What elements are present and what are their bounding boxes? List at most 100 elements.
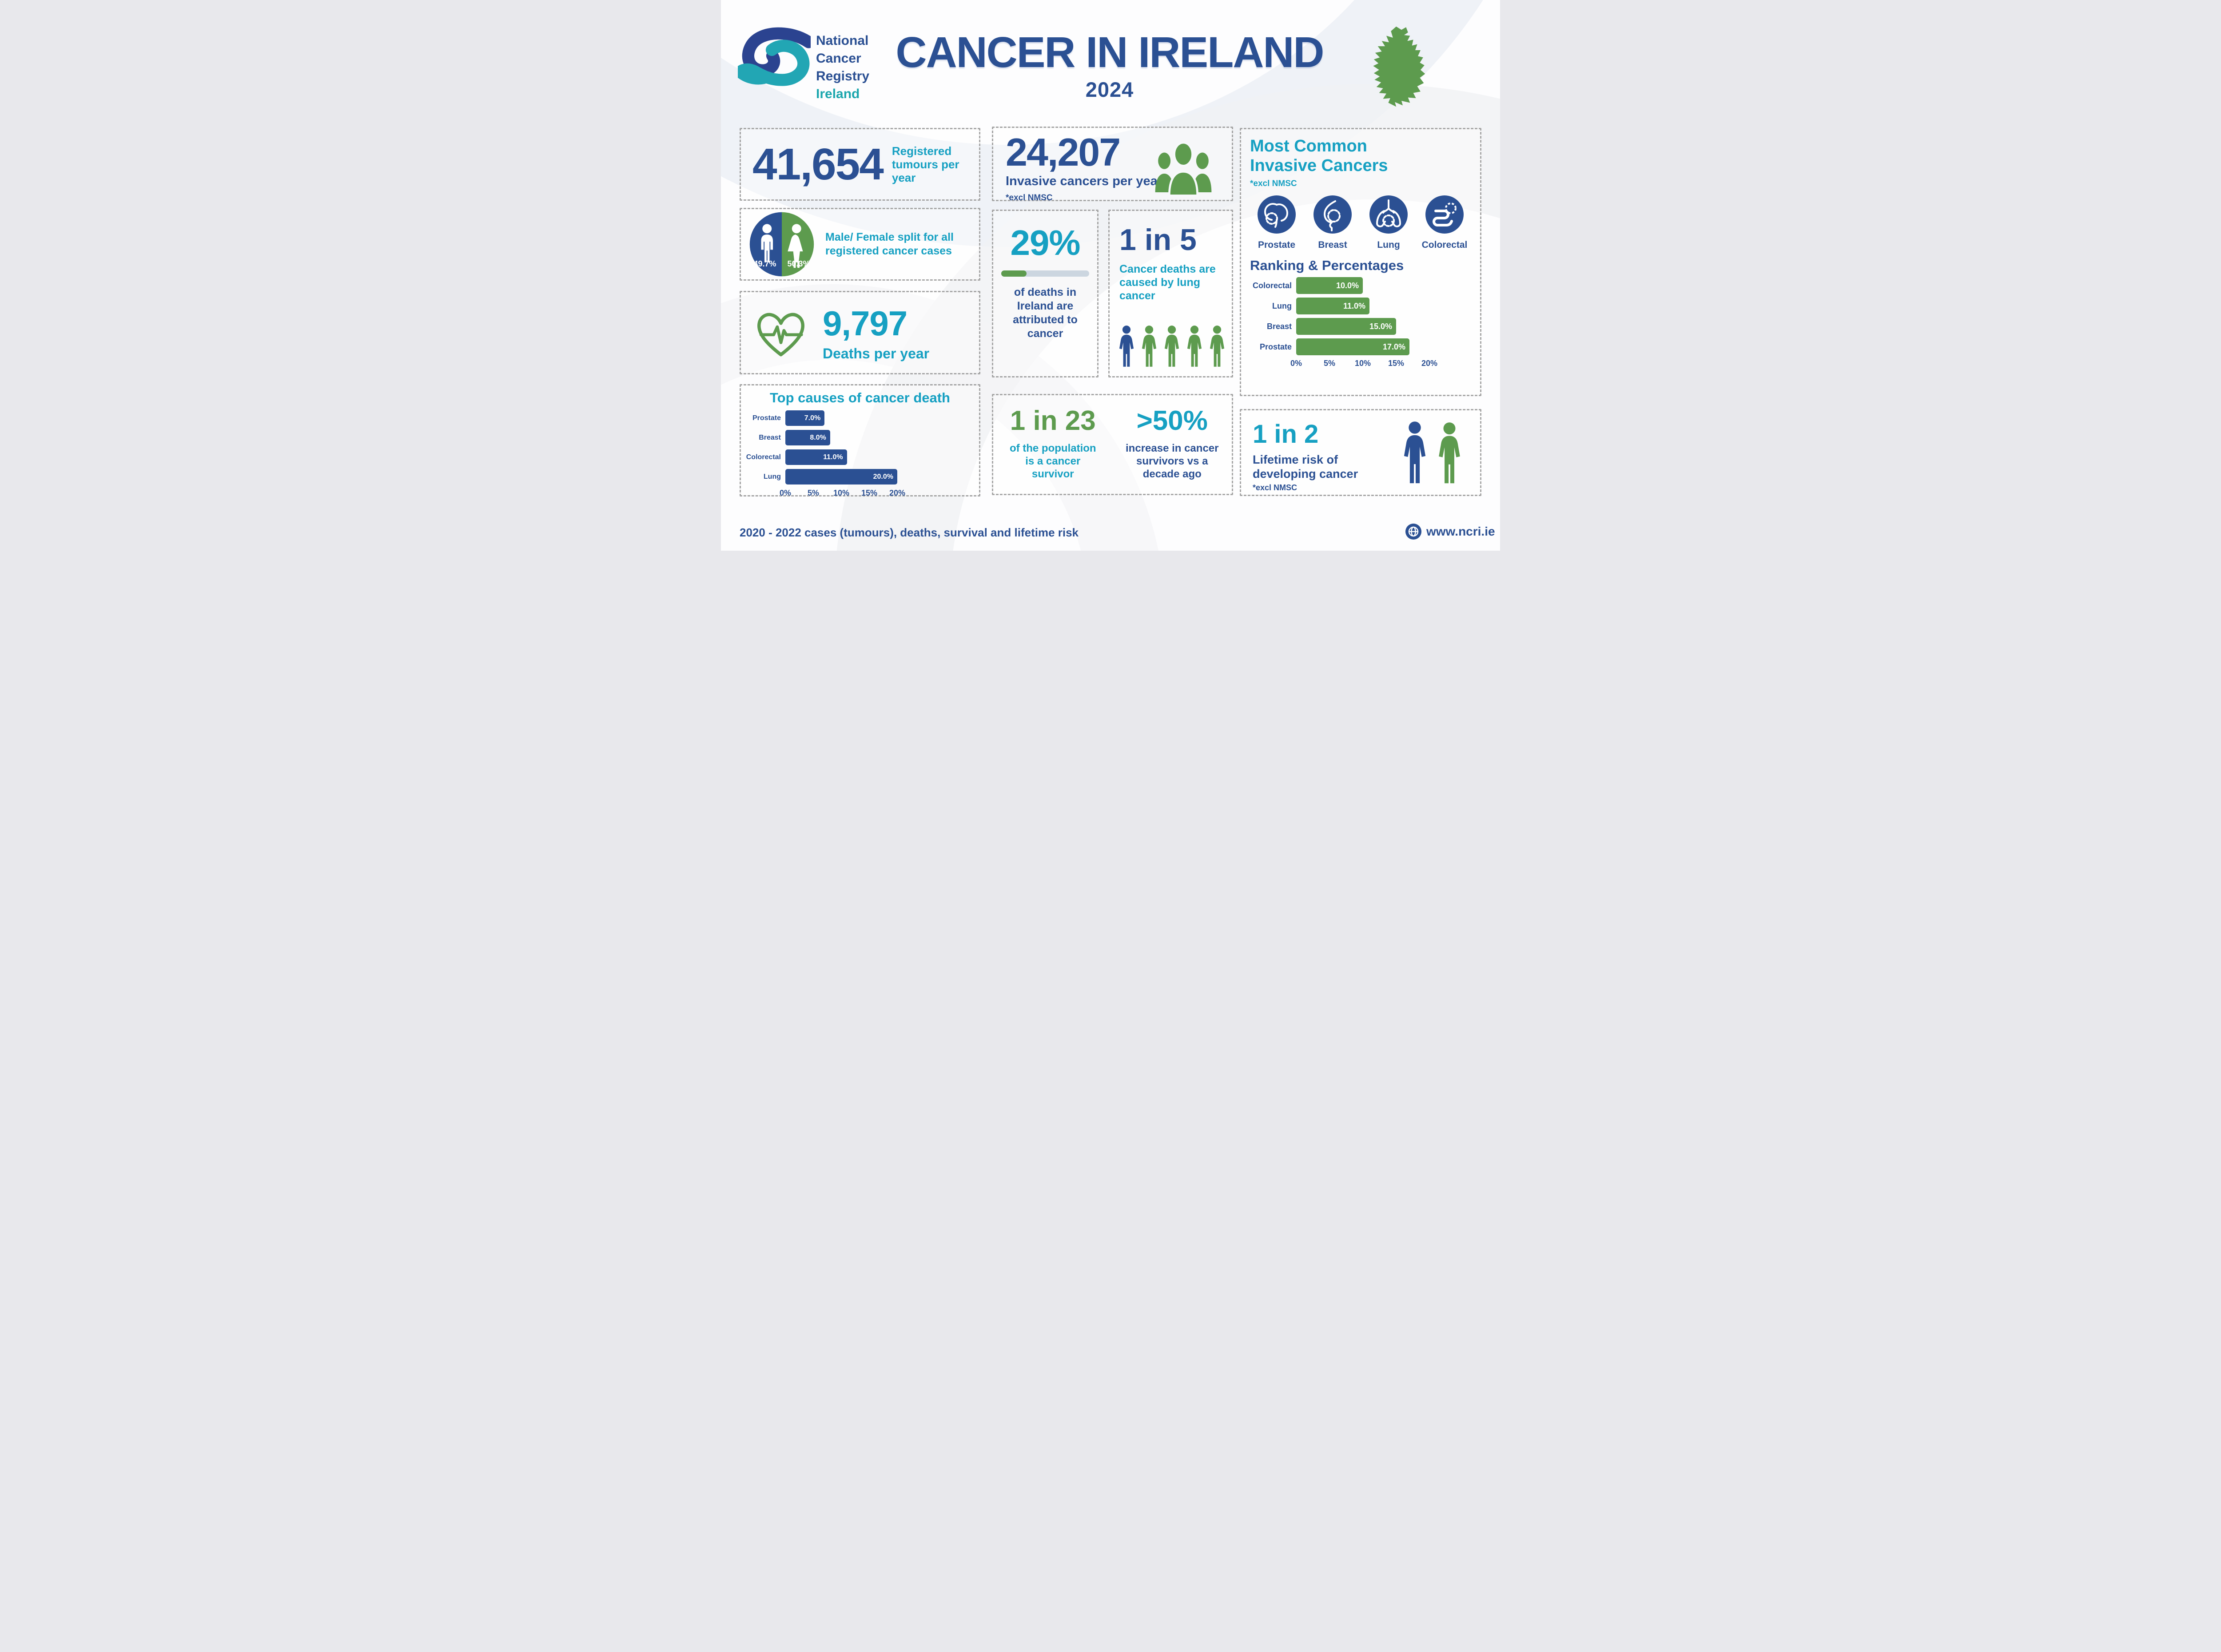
- chart-x-tick: 10%: [1354, 359, 1371, 368]
- person-icon-blue: [1119, 326, 1134, 367]
- website-link[interactable]: www.ncri.ie: [1426, 524, 1495, 538]
- chart-bar-row: Colorectal 11.0%: [741, 449, 979, 465]
- chart-x-tick: 0%: [779, 488, 792, 497]
- deaths-attributed-label: of deaths in Ireland are attributed to c…: [1013, 286, 1078, 340]
- ncri-logo-icon: [738, 27, 811, 86]
- chart-x-tick: 20%: [889, 488, 906, 497]
- chart-x-tick: 20%: [1421, 359, 1438, 368]
- two-person-figures: [1400, 420, 1464, 487]
- logo-text: National Cancer Registry Ireland: [816, 32, 869, 103]
- chart-category-label: Breast: [759, 433, 781, 441]
- chart-x-tick: 10%: [833, 488, 850, 497]
- chart-x-tick: 5%: [807, 488, 820, 497]
- chart-value-label: 11.0%: [1343, 301, 1365, 310]
- person-icon-green: [1439, 422, 1460, 484]
- person-icon-green: [1187, 326, 1202, 367]
- lung-icon: [1369, 195, 1408, 234]
- lung-cancer-deaths-box: 1 in 5 Cancer deaths are caused by lung …: [1108, 210, 1233, 377]
- top-causes-title: Top causes of cancer death: [770, 390, 950, 405]
- survivor-label: of the population is a cancer survivor: [1009, 442, 1096, 480]
- chart-bar: 10.0%: [1296, 277, 1363, 294]
- logo-line: Cancer: [816, 51, 861, 66]
- chart-bar: 11.0%: [1296, 298, 1369, 314]
- breast-icon: [1313, 195, 1352, 234]
- chart-bar-row: Lung 20.0%: [741, 469, 979, 484]
- male-female-pie: 49.7% 50.3%: [748, 210, 816, 278]
- heartbeat-icon: [757, 313, 804, 357]
- invasive-cancers-label: Invasive cancers per year: [1006, 174, 1163, 188]
- ireland-map-icon: [1373, 26, 1425, 107]
- chart-category-label: Prostate: [1259, 342, 1292, 351]
- chart-bar-row: Lung 11.0%: [1250, 298, 1471, 314]
- chart-bar: 15.0%: [1296, 318, 1396, 335]
- chart-x-tick: 15%: [1388, 359, 1405, 368]
- deaths-attributed-value: 29%: [1010, 223, 1080, 262]
- title-block: CANCER IN IRELAND 2024: [868, 30, 1352, 102]
- chart-bar-row: Breast 15.0%: [1250, 318, 1471, 335]
- survivor-stat: 1 in 23 of the population is a cancer su…: [993, 405, 1113, 494]
- chart-value-label: 20.0%: [873, 473, 893, 481]
- chart-x-tick: 5%: [1323, 359, 1336, 368]
- organ-icon-row: Prostate Breast: [1250, 195, 1471, 250]
- lifetime-risk-value: 1 in 2: [1253, 420, 1319, 449]
- chart-category-label: Lung: [1272, 301, 1292, 310]
- chart-value-label: 15.0%: [1369, 322, 1392, 331]
- prostate-icon: [1258, 195, 1296, 234]
- chart-x-tick: 15%: [861, 488, 878, 497]
- chart-category-label: Colorectal: [1252, 281, 1292, 290]
- organ-breast: Breast: [1308, 195, 1357, 250]
- chart-value-label: 17.0%: [1382, 342, 1405, 351]
- chart-bar: 17.0%: [1296, 338, 1409, 355]
- chart-bar-row: Prostate 7.0%: [741, 410, 979, 426]
- infographic-canvas: National Cancer Registry Ireland CANCER …: [721, 0, 1500, 551]
- survivors-box: 1 in 23 of the population is a cancer su…: [992, 394, 1233, 495]
- most-common-title: Most Common Invasive Cancers: [1250, 137, 1388, 175]
- chart-bar: 11.0%: [785, 449, 847, 465]
- footer-caption: 2020 - 2022 cases (tumours), deaths, sur…: [740, 526, 1079, 539]
- person-icon-green: [1164, 326, 1179, 367]
- organ-label: Lung: [1377, 240, 1400, 250]
- invasive-cancers-note: *excl NMSC: [1006, 193, 1053, 203]
- top-causes-chart: Prostate 7.0% Breast 8.0% Colorectal 11.0% Lun…: [741, 410, 979, 499]
- chart-bar-row: Colorectal 10.0%: [1250, 277, 1471, 294]
- deaths-attributed-box: 29% of deaths in Ireland are attributed …: [992, 210, 1099, 377]
- male-female-label: Male/ Female split for all registered ca…: [825, 231, 954, 257]
- organ-lung: Lung: [1364, 195, 1413, 250]
- male-icon: [761, 224, 773, 262]
- organ-colorectal: Colorectal: [1420, 195, 1469, 250]
- globe-icon: [1405, 523, 1422, 540]
- chart-bar-row: Breast 8.0%: [741, 430, 979, 445]
- chart-bar: 8.0%: [785, 430, 830, 445]
- page-title: CANCER IN IRELAND: [896, 28, 1325, 76]
- female-icon: [788, 224, 803, 268]
- registered-tumours-value: 41,654: [752, 139, 884, 189]
- survivor-increase-stat: >50% increase in cancer survivors vs a d…: [1113, 405, 1232, 494]
- chart-bar-row: Prostate 17.0%: [1250, 338, 1471, 355]
- colorectal-icon: [1425, 195, 1464, 234]
- registered-tumours-label: Registered tumours per year: [892, 144, 959, 184]
- year-subtitle: 2024: [1085, 78, 1134, 101]
- chart-category-label: Breast: [1266, 322, 1292, 331]
- chart-category-label: Prostate: [752, 414, 781, 422]
- chart-value-label: 10.0%: [1336, 281, 1359, 290]
- progress-bar: [1001, 270, 1089, 277]
- invasive-cancers-value: 24,207: [1006, 130, 1121, 174]
- survivor-value: 1 in 23: [1010, 405, 1096, 436]
- deaths-label: Deaths per year: [823, 345, 930, 361]
- survivor-increase-value: >50%: [1136, 405, 1208, 436]
- ranking-title: Ranking & Percentages: [1250, 258, 1404, 273]
- ranking-chart: Colorectal 10.0% Lung 11.0% Breast 15.0% Prost…: [1250, 277, 1471, 369]
- lifetime-risk-label: Lifetime risk of developing cancer: [1253, 453, 1358, 481]
- chart-value-label: 7.0%: [804, 414, 821, 422]
- people-group-icon: [1155, 141, 1212, 197]
- invasive-cancers-box: 24,207 Invasive cancers per year *excl N…: [992, 127, 1233, 203]
- lifetime-risk-box: 1 in 2 Lifetime risk of developing cance…: [1240, 409, 1481, 496]
- lifetime-risk-note: *excl NMSC: [1253, 483, 1298, 492]
- organ-label: Prostate: [1258, 240, 1296, 250]
- most-common-cancers-box: Most Common Invasive Cancers *excl NMSC …: [1240, 128, 1481, 396]
- organ-label: Colorectal: [1421, 240, 1468, 250]
- female-percentage: 50.3%: [787, 259, 810, 268]
- male-female-pie-icon: [749, 212, 814, 277]
- person-row: [1116, 325, 1228, 369]
- male-percentage: 49.7%: [753, 259, 776, 268]
